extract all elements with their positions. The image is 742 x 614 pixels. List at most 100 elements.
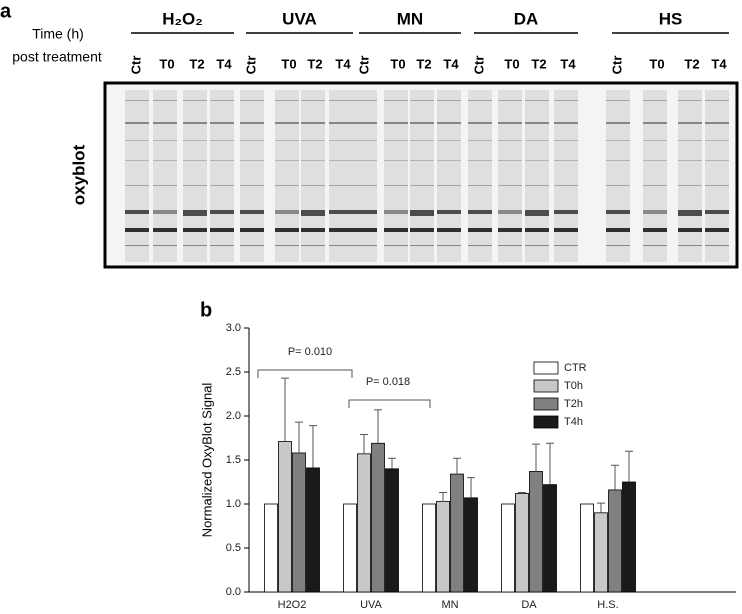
blot-band: [437, 185, 461, 186]
lane-label: Ctr: [243, 56, 258, 75]
error-bar: [281, 377, 289, 442]
blot-band: [643, 210, 667, 214]
bar: [450, 473, 464, 593]
blot-band: [329, 100, 353, 101]
error-bar: [611, 464, 619, 490]
bar: [543, 484, 557, 593]
blot-lane: [705, 90, 729, 262]
blot-band: [525, 160, 549, 161]
blot-band: [153, 160, 177, 161]
blot-band: [153, 228, 177, 232]
blot-band: [705, 140, 729, 141]
blot-band: [240, 228, 264, 232]
blot-band: [353, 140, 377, 141]
blot-band: [643, 185, 667, 186]
blot-band: [437, 122, 461, 124]
blot-lane: [410, 90, 434, 262]
error-bar: [360, 433, 368, 454]
y-tick-label: 0.0: [226, 586, 241, 598]
blot-band: [275, 210, 299, 214]
blot-band: [240, 245, 264, 246]
blot-band: [275, 245, 299, 246]
blot-lane: [153, 90, 177, 262]
blot-band: [329, 160, 353, 161]
blot-band: [643, 245, 667, 246]
blot-band: [210, 228, 234, 232]
blot-lane: [606, 90, 630, 262]
error-bar: [388, 457, 396, 469]
error-bar: [467, 477, 475, 498]
blot-band: [210, 140, 234, 141]
blot-band: [606, 160, 630, 161]
blot-lane: [554, 90, 578, 262]
time-label: Time (h): [32, 26, 84, 42]
blot-band: [301, 140, 325, 141]
blot-band: [468, 160, 492, 161]
blot-band: [606, 185, 630, 186]
blot-band: [125, 160, 149, 161]
blot-band: [125, 185, 149, 186]
blot-band: [329, 228, 353, 232]
blot-band: [554, 122, 578, 124]
bar: [594, 512, 608, 593]
blot-band: [606, 140, 630, 141]
lane-label: Ctr: [356, 56, 371, 75]
blot-band: [525, 122, 549, 124]
blot-band: [301, 210, 325, 216]
blot-band: [678, 228, 702, 232]
y-axis-label: Normalized OxyBlot Signal: [199, 383, 214, 538]
blot-band: [183, 140, 207, 141]
blot-lane: [183, 90, 207, 262]
lane-label: T2: [416, 56, 431, 71]
lane-label: T2: [684, 56, 699, 71]
blot-band: [606, 245, 630, 246]
legend-label: CTR: [564, 362, 587, 374]
blot-band: [125, 245, 149, 246]
y-tick-label: 1.0: [226, 498, 241, 510]
panel-label: a: [0, 0, 12, 22]
annotation: P= 0.010: [288, 346, 332, 358]
lane-label: Ctr: [609, 56, 624, 75]
blot-band: [240, 185, 264, 186]
blot-band: [606, 228, 630, 232]
blot-band: [301, 160, 325, 161]
x-tick-label: H2O2: [278, 599, 307, 611]
blot-band: [353, 210, 377, 214]
blot-band: [183, 160, 207, 161]
blot-band: [678, 210, 702, 216]
blot-band: [301, 185, 325, 186]
blot-band: [705, 228, 729, 232]
blot-band: [301, 245, 325, 246]
blot-band: [606, 122, 630, 124]
blot-band: [275, 140, 299, 141]
bar: [608, 489, 622, 593]
blot-lane: [498, 90, 522, 262]
blot-band: [329, 245, 353, 246]
blot-band: [153, 100, 177, 101]
blot-band: [210, 210, 234, 214]
blot-band: [437, 228, 461, 232]
blot-band: [410, 140, 434, 141]
bar: [264, 503, 278, 593]
blot-band: [437, 160, 461, 161]
blot-band: [210, 100, 234, 101]
blot-band: [275, 122, 299, 124]
blot-band: [301, 228, 325, 232]
lane-label: T0: [159, 56, 174, 71]
blot-band: [678, 245, 702, 246]
blot-lane: [437, 90, 461, 262]
blot: [125, 90, 729, 262]
blot-lane: [240, 90, 264, 262]
blot-band: [183, 228, 207, 232]
blot-band: [183, 122, 207, 124]
legend-label: T0h: [564, 380, 583, 392]
blot-band: [678, 185, 702, 186]
group-label: HS: [659, 9, 683, 28]
blot-band: [705, 210, 729, 214]
blot-band: [498, 122, 522, 124]
blot-band: [468, 100, 492, 101]
blot-band: [353, 100, 377, 101]
blot-band: [384, 140, 408, 141]
blot-band: [410, 245, 434, 246]
